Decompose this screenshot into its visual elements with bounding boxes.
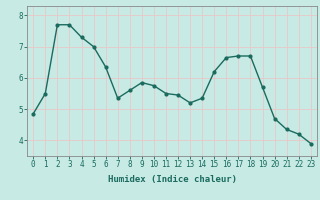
X-axis label: Humidex (Indice chaleur): Humidex (Indice chaleur): [108, 175, 236, 184]
